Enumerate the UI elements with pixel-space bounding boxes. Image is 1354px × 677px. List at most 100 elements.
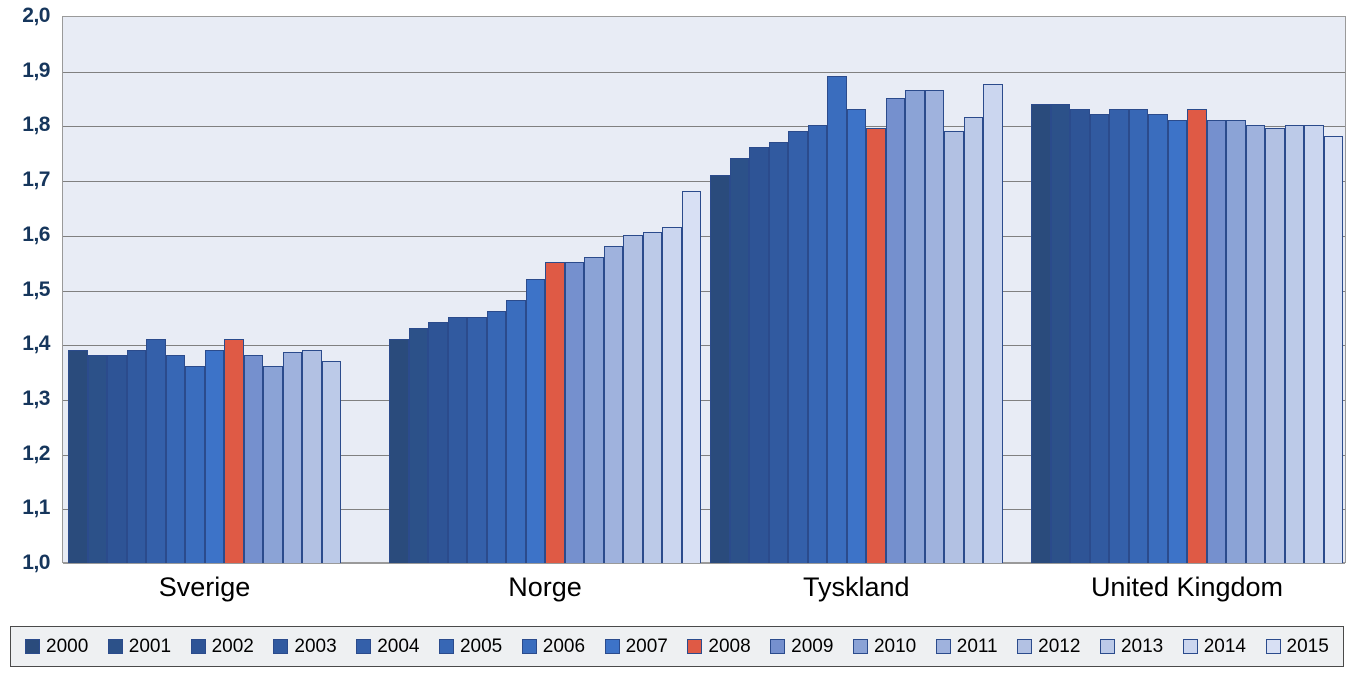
- legend-item-2014[interactable]: 2014: [1182, 636, 1246, 658]
- legend-item-2000[interactable]: 2000: [25, 636, 88, 658]
- category-label: Norge: [508, 572, 582, 602]
- bar-sverige-2005: [165, 355, 185, 563]
- legend-item-2010[interactable]: 2010: [852, 635, 917, 658]
- bar-group-tyskland: [710, 16, 1025, 563]
- bar-norge-2008: [545, 262, 565, 563]
- legend-label: 2000: [46, 635, 89, 657]
- bar-united-kingdom-2015: [1323, 136, 1343, 563]
- bar-united-kingdom-2008: [1187, 109, 1207, 563]
- y-axis: 2,0 1,9 1,8 1,7 1,6 1,5 1,4 1,3 1,2 1,1 1,0: [0, 0, 58, 580]
- bar-tyskland-2009: [885, 98, 905, 563]
- legend-label: 2010: [873, 635, 917, 657]
- bar-sverige-2002: [107, 355, 127, 563]
- bar-norge-2005: [486, 311, 506, 563]
- bar-tyskland-2007: [846, 109, 866, 563]
- bar-united-kingdom-2001: [1050, 103, 1070, 563]
- gridline: [63, 181, 1345, 183]
- legend-swatch-icon: [190, 639, 206, 654]
- bar-united-kingdom-2002: [1070, 109, 1090, 563]
- legend-swatch-icon: [604, 639, 620, 654]
- y-axis-tick-label: 2,0: [22, 4, 50, 27]
- legend-label: 2002: [211, 635, 254, 657]
- y-axis-tick-label: 1,7: [22, 168, 50, 192]
- legend-swatch-icon: [107, 639, 123, 654]
- legend-label: 2005: [459, 635, 503, 657]
- bar-sverige-2012: [302, 349, 322, 563]
- bar-sverige-2001: [87, 355, 107, 563]
- y-axis-tick-label: 1,0: [22, 551, 50, 574]
- gridline: [63, 126, 1345, 128]
- legend-item-2011[interactable]: 2011: [935, 635, 998, 658]
- legend-item-2002[interactable]: 2002: [190, 635, 254, 658]
- legend-label: 2007: [625, 635, 668, 657]
- gridline: [63, 290, 1345, 292]
- legend-item-2004[interactable]: 2004: [356, 636, 419, 658]
- legend-swatch-icon: [356, 639, 372, 654]
- gridline: [63, 509, 1345, 511]
- y-axis-tick-label: 1,8: [22, 113, 50, 137]
- bar-tyskland-2000: [710, 174, 730, 563]
- bar-group-norge: [389, 16, 704, 563]
- legend-item-2015[interactable]: 2015: [1265, 636, 1329, 658]
- y-axis-tick-label: 1,4: [22, 332, 50, 356]
- legend-swatch-icon: [770, 639, 786, 654]
- bar-norge-2004: [467, 316, 487, 563]
- y-axis-tick-label: 1,3: [22, 386, 50, 410]
- bar-norge-2002: [428, 322, 448, 563]
- gridline: [63, 399, 1345, 401]
- legend-swatch-icon: [1265, 639, 1281, 654]
- gridline: [63, 71, 1345, 73]
- bar-united-kingdom-2014: [1304, 125, 1324, 563]
- bar-united-kingdom-2005: [1128, 109, 1148, 563]
- legend-item-2007[interactable]: 2007: [604, 635, 668, 658]
- legend-swatch-icon: [1182, 639, 1198, 654]
- legend-item-2013[interactable]: 2013: [1099, 636, 1163, 658]
- bar-tyskland-2003: [768, 141, 788, 563]
- y-axis-tick-label: 1,6: [22, 222, 50, 246]
- category-label: Sverige: [158, 572, 251, 602]
- bar-united-kingdom-2004: [1109, 109, 1129, 563]
- bar-norge-2000: [389, 338, 409, 563]
- bar-united-kingdom-2000: [1031, 103, 1051, 563]
- legend-item-2003[interactable]: 2003: [273, 635, 337, 658]
- legend-label: 2003: [294, 635, 337, 657]
- legend-item-2012[interactable]: 2012: [1017, 636, 1080, 658]
- bar-sverige-2009: [243, 355, 263, 563]
- legend-item-2008[interactable]: 2008: [687, 635, 751, 658]
- bar-groups: [62, 16, 1346, 563]
- gridlines: [63, 17, 1345, 564]
- bar-sverige-2010: [263, 366, 283, 563]
- gridline: [63, 563, 1345, 564]
- category-axis: Sverige Norge Tyskland United Kingdom: [62, 572, 1346, 612]
- gridline: [63, 345, 1345, 347]
- bar-norge-2001: [408, 327, 428, 563]
- y-axis-tick-label: 1,2: [22, 441, 50, 465]
- bar-united-kingdom-2007: [1167, 119, 1187, 563]
- bar-norge-2007: [525, 278, 545, 563]
- bar-tyskland-2002: [749, 147, 769, 563]
- bar-sverige-2007: [204, 349, 224, 563]
- legend-label: 2001: [128, 635, 172, 657]
- legend-item-2005[interactable]: 2005: [438, 635, 503, 658]
- legend-item-2006[interactable]: 2006: [521, 636, 585, 658]
- legend-label: 2012: [1038, 635, 1081, 657]
- bar-group-sverige: [68, 16, 383, 563]
- legend-swatch-icon: [438, 639, 454, 654]
- chart-legend: 2000 2001 2002 2003 2004 2005 2006 2007 2008 2009…: [10, 626, 1344, 667]
- legend-label: 2011: [956, 635, 998, 657]
- bar-group-united-kingdom: [1031, 16, 1346, 563]
- y-axis-tick-label: 1,1: [22, 496, 50, 520]
- bar-sverige-2013: [321, 360, 341, 563]
- y-axis-tick-label: 1,9: [22, 58, 50, 82]
- category-label: United Kingdom: [1090, 572, 1284, 602]
- legend-label: 2008: [708, 635, 751, 657]
- category-label: Tyskland: [802, 572, 910, 602]
- bar-sverige-2006: [185, 366, 205, 563]
- legend-item-2009[interactable]: 2009: [770, 636, 833, 658]
- legend-item-2001[interactable]: 2001: [107, 635, 172, 658]
- bar-tyskland-2005: [807, 125, 827, 563]
- bar-tyskland-2012: [944, 130, 964, 563]
- bar-tyskland-2013: [963, 117, 983, 563]
- bar-united-kingdom-2013: [1284, 125, 1304, 563]
